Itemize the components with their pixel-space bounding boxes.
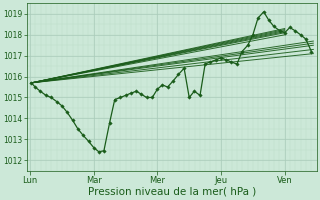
X-axis label: Pression niveau de la mer( hPa ): Pression niveau de la mer( hPa ) [88,187,256,197]
